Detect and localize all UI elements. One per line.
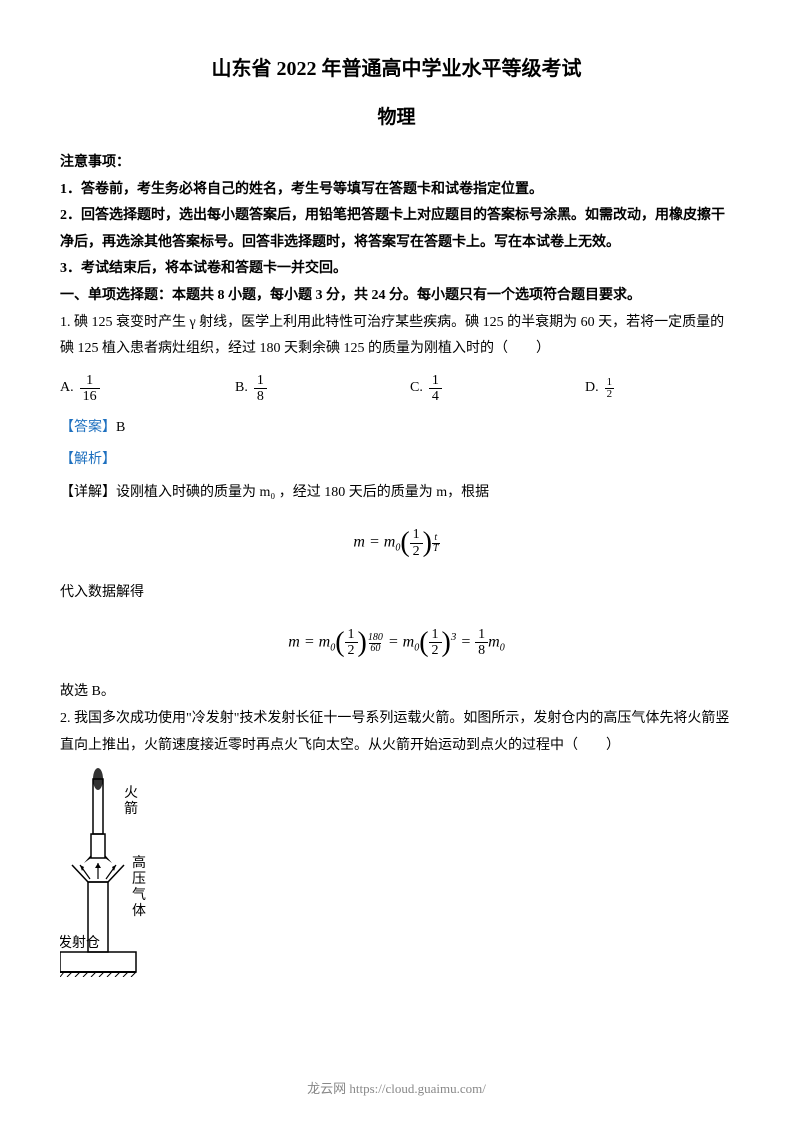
svg-text:箭: 箭 [124,800,138,817]
notice-item-1: 1．答卷前，考生务必将自己的姓名，考生号等填写在答题卡和试卷指定位置。 [60,177,733,204]
option-a-fraction: 1 16 [80,373,100,405]
page-footer: 龙云网 https://cloud.guaimu.com/ [0,1077,793,1102]
option-d-fraction: 1 2 [605,377,615,400]
rocket-diagram: 火 箭 高 压 气 体 发射仓 [60,767,200,977]
option-b-fraction: 1 8 [254,373,267,405]
option-b: B. 1 8 [235,373,410,405]
option-a-label: A. [60,375,74,402]
svg-text:气: 气 [132,887,146,903]
notice-header: 注意事项： [60,150,733,177]
explain-label: 【详解】 [60,485,116,500]
section-1-header: 一、单项选择题：本题共 8 小题，每小题 3 分，共 24 分。每小题只有一个选… [60,283,733,310]
svg-text:发射仓: 发射仓 [60,935,100,951]
option-c: C. 1 4 [410,373,585,405]
svg-text:压: 压 [132,872,146,887]
question-1-conclusion: 故选 B。 [60,679,733,706]
analysis-label: 【解析】 [60,447,733,474]
notice-item-3: 3．考试结束后，将本试卷和答题卡一并交回。 [60,256,733,283]
option-c-fraction: 1 4 [429,373,442,405]
substitute-text: 代入数据解得 [60,580,733,607]
question-1-explain-1: 设刚植入时碘的质量为 m₀ ，经过 180 天后的质量为 m，根据 [116,485,489,500]
option-d: D. 1 2 [585,373,685,405]
answer-label: 【答案】 [60,420,116,435]
svg-text:高: 高 [132,854,146,871]
question-1-options: A. 1 16 B. 1 8 C. 1 4 D. 1 2 [60,373,733,405]
option-c-label: C. [410,375,423,402]
formula-2: m = m0(12)18060 = m0(12)3 = 18m0 [60,616,733,669]
explain-block: 【详解】设刚植入时碘的质量为 m₀ ，经过 180 天后的质量为 m，根据 [60,480,733,507]
question-1-text: 1. 碘 125 衰变时产生 γ 射线，医学上利用此特性可治疗某些疾病。碘 12… [60,310,733,363]
exam-title-subject: 物理 [60,100,733,136]
option-a: A. 1 16 [60,373,235,405]
formula-1: m = m0(12)tT [60,516,733,569]
option-d-label: D. [585,375,599,402]
rocket-label: 火 [124,786,138,801]
exam-title-main: 山东省 2022 年普通高中学业水平等级考试 [60,50,733,88]
notice-item-2: 2．回答选择题时，选出每小题答案后，用铅笔把答题卡上对应题目的答案标号涂黑。如需… [60,203,733,256]
option-b-label: B. [235,375,248,402]
question-1-answer: B [116,420,125,435]
svg-text:体: 体 [132,903,146,919]
question-2-text: 2. 我国多次成功使用"冷发射"技术发射长征十一号系列运载火箭。如图所示，发射仓… [60,706,733,759]
answer-block: 【答案】B [60,415,733,442]
